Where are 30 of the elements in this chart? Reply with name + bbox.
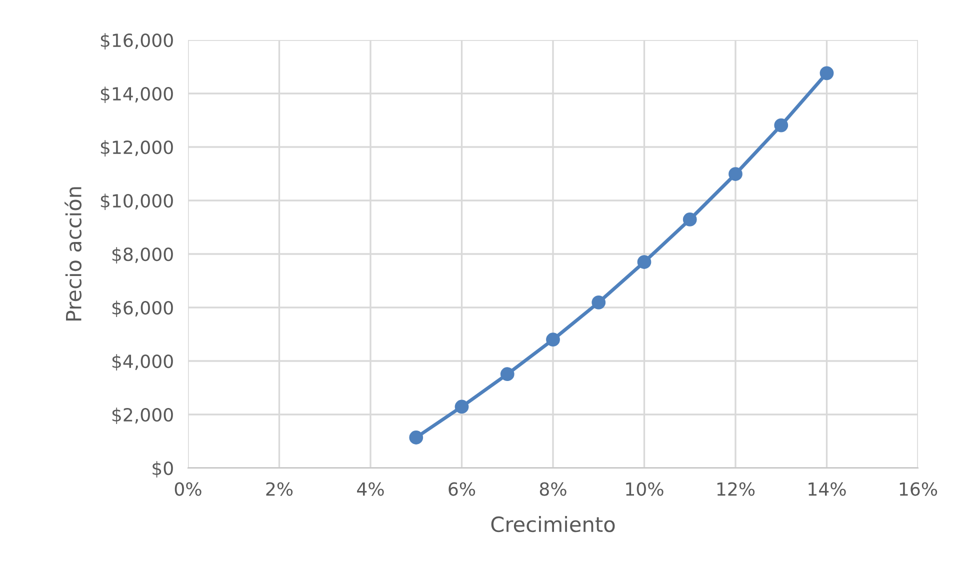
point bbox=[409, 430, 424, 444]
y-tick-label: $2,000 bbox=[112, 408, 173, 424]
y-tick-label: $14,000 bbox=[100, 86, 173, 104]
y-tick-label: $12,000 bbox=[100, 140, 173, 157]
point bbox=[774, 118, 788, 132]
x-tick-label: 2% bbox=[266, 482, 293, 496]
y-tick-label: $6,000 bbox=[112, 300, 173, 318]
x-axis-title: Crecimiento bbox=[491, 516, 615, 532]
x-tick-label: 10% bbox=[626, 482, 664, 496]
x-tick-label: 12% bbox=[717, 482, 755, 496]
x-tick-label: 14% bbox=[808, 482, 846, 496]
y-axis-title: Precio acción bbox=[64, 187, 82, 321]
point bbox=[682, 212, 697, 226]
point bbox=[728, 167, 742, 181]
x-tick-label: 16% bbox=[900, 482, 938, 496]
y-tick-label: $4,000 bbox=[112, 354, 173, 371]
point bbox=[546, 332, 560, 347]
x-tick-label: 0% bbox=[174, 482, 202, 496]
point bbox=[820, 66, 834, 80]
point bbox=[637, 255, 652, 269]
y-tick-label: $10,000 bbox=[100, 194, 173, 210]
y-tick-label: $8,000 bbox=[112, 247, 173, 264]
point bbox=[500, 367, 514, 382]
x-tick-label: 6% bbox=[448, 482, 476, 496]
y-tick-label: $0 bbox=[152, 461, 173, 478]
y-tick-label: $16,000 bbox=[100, 33, 173, 50]
point bbox=[592, 295, 606, 310]
x-tick-label: 4% bbox=[357, 482, 384, 496]
point bbox=[454, 400, 469, 414]
x-tick-label: 8% bbox=[540, 482, 566, 496]
